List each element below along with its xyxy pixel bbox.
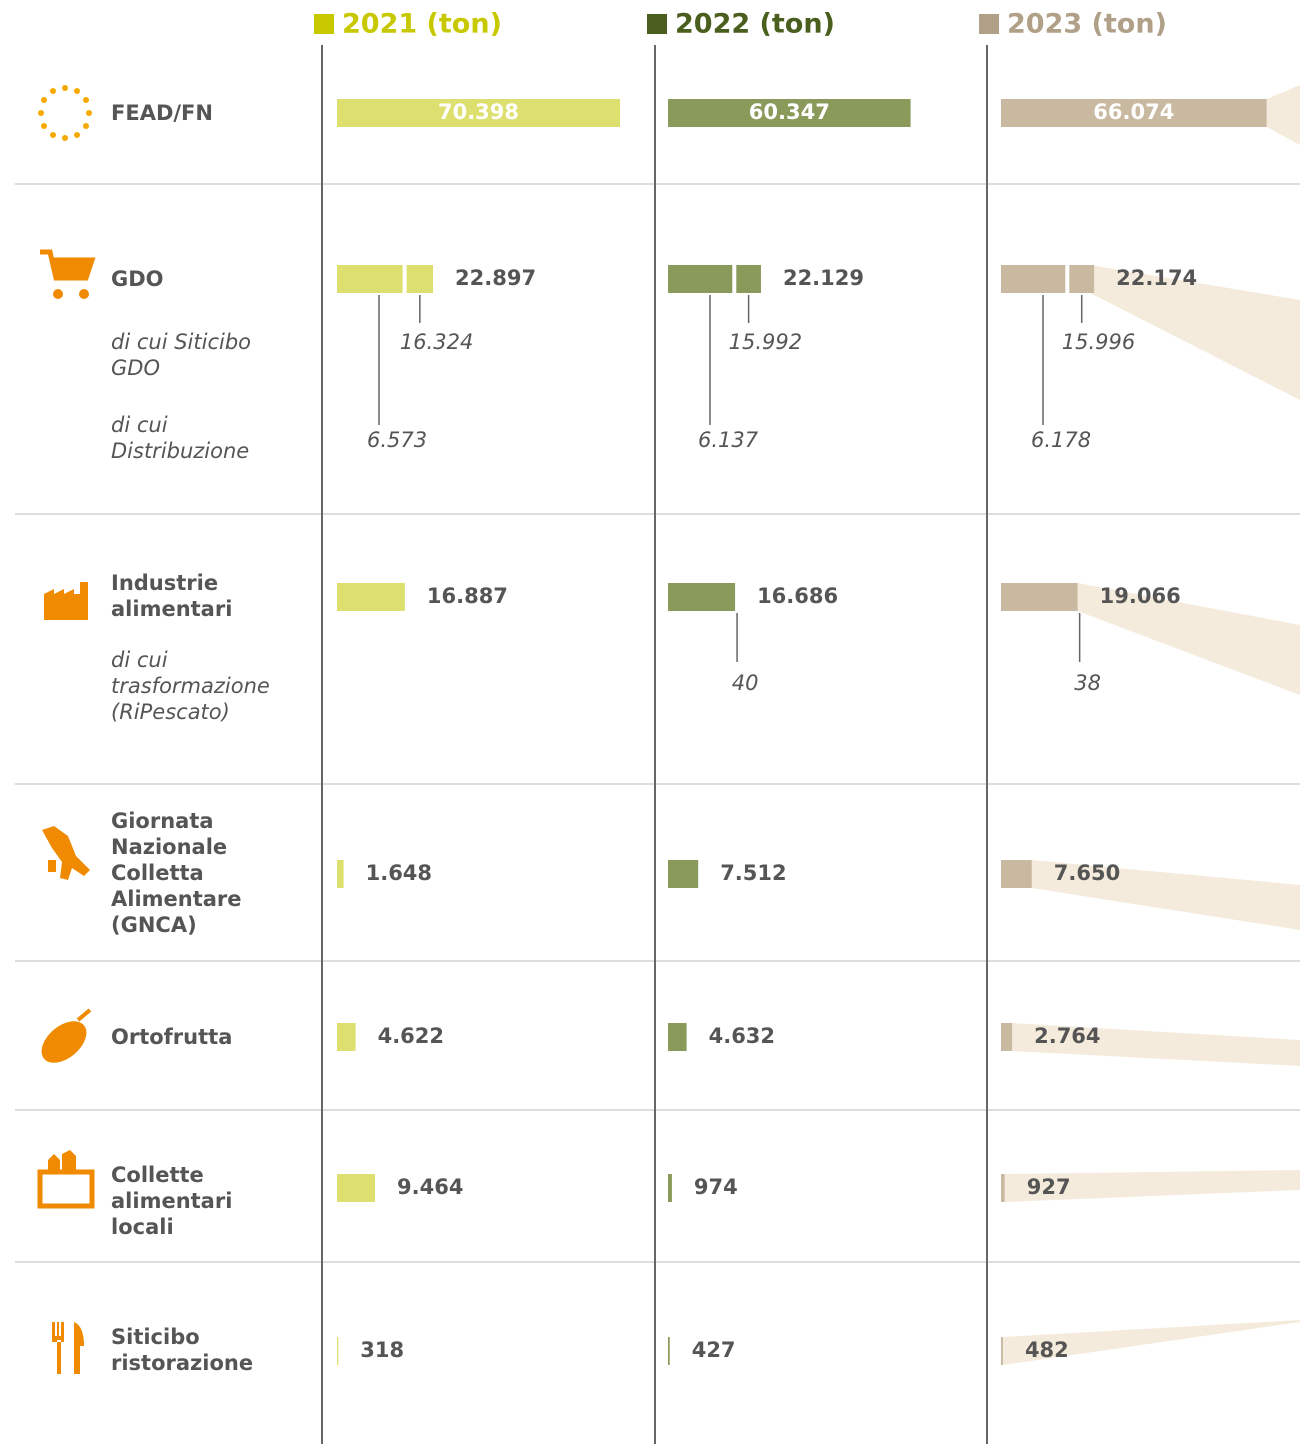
value-label: 927	[1027, 1175, 1071, 1199]
factory-icon	[44, 582, 88, 620]
category-label: GDO	[111, 267, 164, 291]
category-label: Industrie alimentari	[111, 571, 233, 621]
box-icon	[37, 1169, 95, 1209]
value-label: 66.074	[1093, 100, 1174, 124]
bar-segment	[337, 265, 403, 293]
bar-segment	[1001, 265, 1066, 293]
value-label: 16.887	[427, 584, 508, 608]
value-label: 16.686	[757, 584, 838, 608]
bar	[337, 1174, 376, 1202]
bar	[1001, 99, 1267, 127]
bar	[668, 99, 911, 127]
legend-swatch	[647, 14, 667, 34]
projection	[1012, 1023, 1300, 1066]
value-label: 482	[1025, 1338, 1069, 1362]
value-label: 4.622	[378, 1024, 444, 1048]
bar	[668, 1023, 687, 1051]
sub-value-label: 6.178	[1031, 428, 1091, 452]
bar	[1001, 1023, 1013, 1051]
cart-icon	[40, 249, 96, 281]
sub-value-label: 15.996	[1062, 330, 1135, 354]
category-label: Giornata Nazionale Colletta Alimentare (…	[111, 809, 242, 937]
sub-value-label: 40	[732, 671, 759, 695]
column-header: 2022 (ton)	[675, 9, 835, 40]
subcategory-label: di cui Distribuzione	[111, 413, 250, 463]
eggplant-icon	[41, 1021, 87, 1063]
bar	[1001, 1337, 1003, 1365]
bar-segment	[668, 265, 733, 293]
value-label: 4.632	[709, 1024, 775, 1048]
category-label: Ortofrutta	[111, 1025, 233, 1049]
subcategory-label: di cui Siticibo GDO	[111, 330, 251, 380]
bar	[337, 1337, 339, 1365]
bar	[668, 860, 699, 888]
projection	[1090, 265, 1300, 400]
decor	[1002, 85, 1300, 1365]
bar	[337, 860, 344, 888]
category-label: FEAD/FN	[111, 101, 213, 125]
projection	[1266, 85, 1300, 145]
bar	[1001, 1174, 1005, 1202]
column-header: 2023 (ton)	[1007, 9, 1167, 40]
subcategory-label: di cui trasformazione (RiPescato)	[111, 648, 270, 724]
bar	[668, 1174, 672, 1202]
projection	[1077, 583, 1300, 695]
projection	[1004, 1170, 1300, 1202]
value-label: 7.512	[720, 861, 786, 885]
sub-value-label: 6.137	[698, 428, 759, 452]
category-label: Siticibo ristorazione	[111, 1325, 254, 1375]
bar	[668, 583, 736, 611]
bar	[668, 1337, 670, 1365]
italy-icon	[42, 826, 90, 880]
value-label: 60.347	[749, 100, 830, 124]
value-label: 22.174	[1116, 266, 1197, 290]
sub-value-label: 38	[1074, 671, 1101, 695]
bar	[1001, 583, 1078, 611]
legend-swatch	[314, 14, 334, 34]
value-label: 7.650	[1054, 861, 1120, 885]
value-label: 427	[692, 1338, 736, 1362]
sub-value-label: 15.992	[729, 330, 802, 354]
category-label: Collette alimentari locali	[111, 1163, 233, 1239]
icons	[37, 85, 96, 1374]
value-label: 70.398	[438, 100, 519, 124]
value-label: 1.648	[366, 861, 432, 885]
cutlery-icon	[52, 1322, 84, 1374]
value-label: 2.764	[1034, 1024, 1100, 1048]
column-header: 2021 (ton)	[342, 9, 502, 40]
bar	[1001, 860, 1032, 888]
bar	[337, 583, 405, 611]
sub-value-label: 16.324	[400, 330, 473, 354]
value-label: 22.897	[455, 266, 536, 290]
bar	[337, 1023, 356, 1051]
value-label: 22.129	[783, 266, 864, 290]
legend-swatch	[979, 14, 999, 34]
box-items	[48, 1150, 76, 1172]
value-label: 9.464	[397, 1175, 463, 1199]
eu-stars-icon	[38, 85, 92, 141]
projection	[1031, 860, 1300, 930]
bar-segment	[736, 265, 761, 293]
bar-segment	[406, 265, 434, 293]
sub-value-label: 6.573	[367, 428, 427, 452]
bar	[337, 99, 620, 127]
value-label: 974	[694, 1175, 738, 1199]
eggplant-stem	[76, 1008, 92, 1022]
value-label: 318	[360, 1338, 404, 1362]
cart-wheel	[53, 289, 63, 299]
bar-segment	[1069, 265, 1095, 293]
cart-basket	[55, 262, 89, 276]
cart-wheel	[79, 289, 89, 299]
projection	[1002, 1320, 1300, 1365]
value-label: 19.066	[1100, 584, 1181, 608]
